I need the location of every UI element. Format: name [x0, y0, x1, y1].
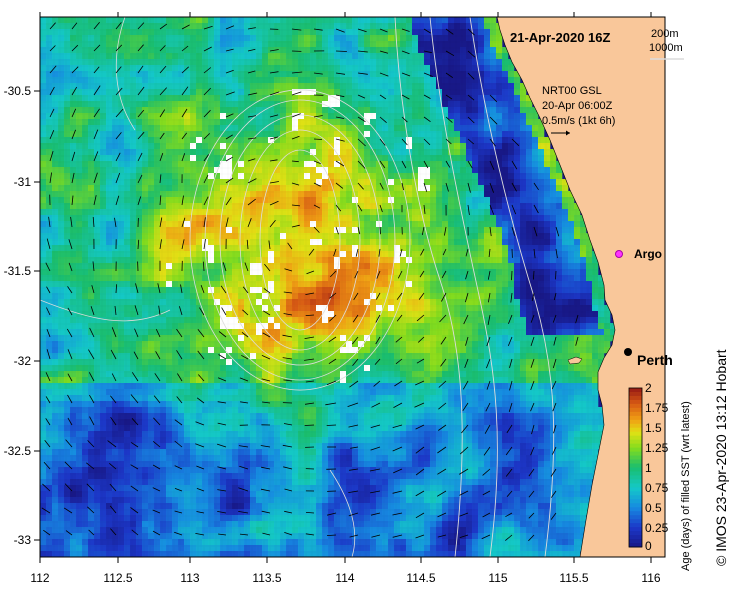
map-plot-area: [40, 17, 665, 557]
